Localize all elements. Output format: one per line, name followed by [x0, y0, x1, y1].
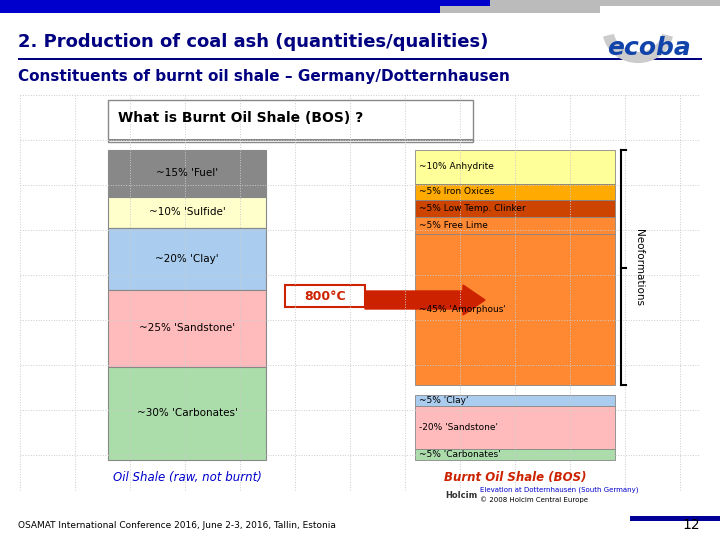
Bar	[440, 6, 600, 13]
Text: ~10% Anhydrite: ~10% Anhydrite	[419, 163, 494, 171]
Text: What is Burnt Oil Shale (BOS) ?: What is Burnt Oil Shale (BOS) ?	[118, 111, 364, 125]
Text: © 2008 Holcim Central Europe: © 2008 Holcim Central Europe	[480, 497, 588, 503]
Bar	[415, 200, 615, 217]
Text: ~5% Free Lime: ~5% Free Lime	[419, 221, 488, 230]
Text: OSAMAT International Conference 2016, June 2-3, 2016, Tallin, Estonia: OSAMAT International Conference 2016, Ju…	[18, 521, 336, 530]
Bar	[490, 0, 720, 6]
Bar	[0, 6, 440, 13]
Text: 12: 12	[683, 518, 700, 532]
Text: Oil Shale (raw, not burnt): Oil Shale (raw, not burnt)	[112, 471, 261, 484]
Text: Constituents of burnt oil shale – Germany/Dotternhausen: Constituents of burnt oil shale – German…	[18, 69, 510, 84]
Bar	[415, 184, 615, 200]
Bar	[630, 516, 720, 521]
Text: ~45% 'Amorphous': ~45% 'Amorphous'	[419, 305, 506, 314]
Bar	[108, 100, 473, 142]
Bar	[415, 234, 615, 385]
Text: ~10% 'Sulfide': ~10% 'Sulfide'	[148, 207, 225, 217]
Text: ~5% Iron Oxices: ~5% Iron Oxices	[419, 187, 494, 197]
Text: Neoformations: Neoformations	[634, 229, 644, 306]
Bar	[415, 150, 615, 184]
Text: ~20% 'Clay': ~20% 'Clay'	[156, 253, 219, 264]
Text: ~5% 'Carbonates': ~5% 'Carbonates'	[419, 450, 500, 459]
Bar	[285, 285, 365, 307]
Text: ~30% 'Carbonates': ~30% 'Carbonates'	[137, 408, 238, 418]
Text: Elevation at Dotternhausen (South Germany): Elevation at Dotternhausen (South German…	[480, 487, 639, 493]
Text: ~5% Low Temp. Clinker: ~5% Low Temp. Clinker	[419, 204, 526, 213]
Bar	[108, 150, 266, 197]
Bar	[415, 406, 615, 449]
Text: ~25% 'Sandstone': ~25% 'Sandstone'	[139, 323, 235, 333]
Text: ecoba: ecoba	[607, 36, 690, 60]
FancyArrow shape	[365, 285, 485, 315]
Bar	[415, 395, 615, 406]
Text: ~5% 'Clay': ~5% 'Clay'	[419, 396, 469, 405]
Text: 2. Production of coal ash (quantities/qualities): 2. Production of coal ash (quantities/qu…	[18, 33, 488, 51]
Text: 800°C: 800°C	[304, 289, 346, 302]
Bar	[415, 449, 615, 460]
Text: -20% 'Sandstone': -20% 'Sandstone'	[419, 423, 498, 432]
Bar	[108, 139, 473, 140]
Text: ~15% 'Fuel': ~15% 'Fuel'	[156, 168, 218, 178]
Bar	[108, 197, 266, 227]
Bar	[108, 367, 266, 460]
Bar	[18, 58, 702, 60]
Text: Holcim: Holcim	[445, 490, 477, 500]
Bar	[0, 0, 490, 6]
Bar	[108, 289, 266, 367]
Text: Burnt Oil Shale (BOS): Burnt Oil Shale (BOS)	[444, 471, 586, 484]
Bar	[415, 217, 615, 234]
Bar	[108, 227, 266, 289]
